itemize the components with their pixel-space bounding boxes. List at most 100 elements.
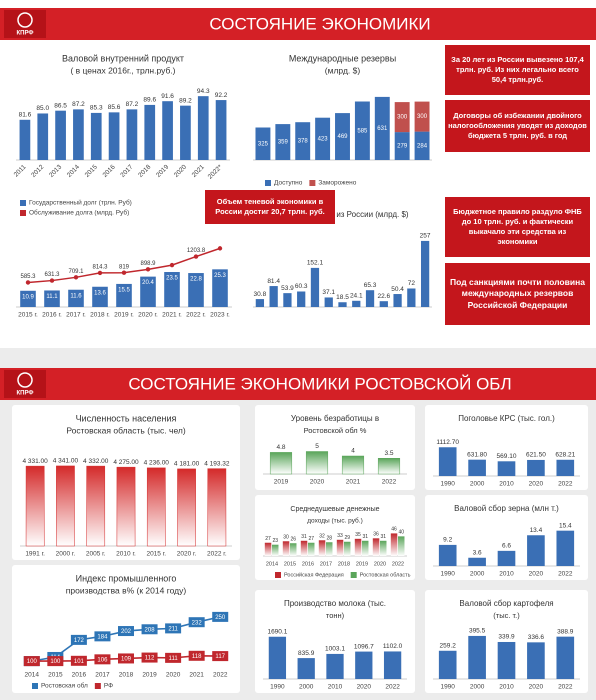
bar [269, 286, 278, 307]
data-label: 325 [258, 141, 269, 147]
data-label: 208 [145, 627, 156, 633]
bar [527, 459, 545, 476]
data-label: 23 [272, 538, 278, 544]
bar [207, 468, 227, 547]
bar [393, 294, 402, 307]
data-label: 4.8 [276, 444, 285, 451]
x-tick-label: 1990 [440, 571, 455, 578]
bar [365, 290, 375, 307]
data-label: 4 181.00 [174, 461, 200, 468]
bar [116, 283, 132, 307]
bar [108, 112, 120, 160]
bar [68, 289, 84, 307]
x-tick-label: 2022 [558, 684, 573, 691]
x-tick-label: 2019 г. [114, 312, 134, 319]
card [255, 590, 415, 693]
x-tick-label: 2015 г. [146, 551, 166, 558]
x-tick-label: 2021 [189, 672, 204, 679]
data-label: 91.6 [161, 93, 174, 100]
x-tick-label: 2000 г. [56, 551, 76, 558]
bar-segment [335, 113, 350, 160]
bar [290, 543, 297, 556]
data-label: 211 [168, 626, 178, 632]
x-tick-label: 2022 [558, 571, 573, 578]
x-tick-label: 2020 [529, 571, 544, 578]
bar [144, 104, 156, 160]
x-tick-label: 2016 [72, 672, 87, 679]
data-label: 85.0 [36, 105, 49, 112]
x-tick-label: 2018 г. [90, 312, 110, 319]
bar [318, 540, 326, 556]
data-label: 31 [362, 534, 368, 540]
x-tick-label: 2012 [30, 163, 45, 178]
x-tick-label: 2022 [382, 479, 397, 486]
legend-label: Государственный долг (трлн. Руб) [29, 199, 132, 207]
data-label: 85.6 [108, 104, 121, 111]
chart-title: Среднедушевые денежные [290, 506, 379, 513]
bar [25, 465, 45, 547]
card [425, 495, 588, 580]
x-tick-label: 2013 [48, 163, 63, 178]
legend-swatch [350, 572, 357, 578]
x-tick-label: 2014 [266, 561, 278, 567]
legend-label: Обслуживание долга (млрд. Руб) [29, 209, 129, 217]
chart-title: Валовой сбор картофеля [459, 599, 553, 608]
data-label: 24.1 [350, 293, 363, 300]
data-label: 4 331.00 [22, 458, 48, 465]
x-tick-label: 2020 г. [138, 312, 158, 319]
x-tick-label: 2010 [499, 571, 514, 578]
chart-subtitle: доходы (тыс. руб.) [307, 517, 363, 525]
bar [164, 272, 180, 307]
line-point [94, 654, 111, 665]
line-point [118, 653, 134, 664]
x-tick-label: 1990 [440, 684, 455, 691]
line-point [212, 611, 229, 622]
line-point [94, 631, 111, 642]
data-label: 9.2 [443, 537, 452, 544]
x-tick-label: 2015 [48, 672, 63, 679]
bar [44, 290, 60, 307]
x-tick-label: 2022 [392, 561, 404, 567]
bar [497, 550, 516, 566]
x-tick-label: 2022 [385, 684, 400, 691]
line-point [97, 270, 103, 276]
line-point [141, 624, 158, 635]
line-point [165, 652, 182, 663]
chart-subtitle: тонн) [326, 611, 345, 620]
bar-segment [295, 122, 311, 160]
data-label: 109 [121, 657, 132, 663]
data-label: 31 [301, 534, 307, 540]
x-tick-label: 2000 [470, 684, 485, 691]
x-tick-label: 2018 [137, 163, 152, 178]
data-label: 259.2 [440, 642, 457, 649]
x-tick-label: 2010 [499, 684, 514, 691]
data-label: 257 [420, 233, 431, 240]
data-label: 11.6 [70, 293, 82, 299]
legend-label: Ростовская область [360, 572, 411, 578]
logo-text: КПРФ [16, 391, 33, 397]
bar [20, 290, 36, 307]
bar-segment [315, 117, 331, 160]
bar [338, 302, 347, 307]
note: За 20 лет из России вывезено 107,4 трлн.… [445, 45, 590, 95]
bar-segment [394, 102, 410, 133]
chart-title: Валовой сбор зерна (млн т.) [454, 504, 559, 513]
x-tick-label: 2010 г. [116, 551, 136, 558]
bar [379, 301, 388, 307]
x-tick-label: 2017 [119, 163, 134, 178]
chart-title: Производство молока (тыс. [284, 599, 386, 608]
data-label: 117 [215, 654, 225, 660]
card [425, 590, 588, 693]
x-tick-label: 2021 г. [162, 312, 182, 319]
data-label: 26 [290, 537, 296, 543]
data-label: 336.6 [528, 634, 545, 641]
data-label: 101 [74, 659, 85, 665]
data-label: 81.4 [267, 278, 280, 285]
data-label: 814.3 [92, 264, 108, 270]
bar [354, 538, 362, 556]
header-title: СОСТОЯНИЕ ЭКОНОМИКИ [209, 14, 430, 33]
data-label: 29 [344, 535, 350, 541]
logo-text: КПРФ [16, 31, 33, 37]
x-tick-label: 2011 [13, 163, 28, 178]
data-label: 18.5 [336, 294, 349, 301]
